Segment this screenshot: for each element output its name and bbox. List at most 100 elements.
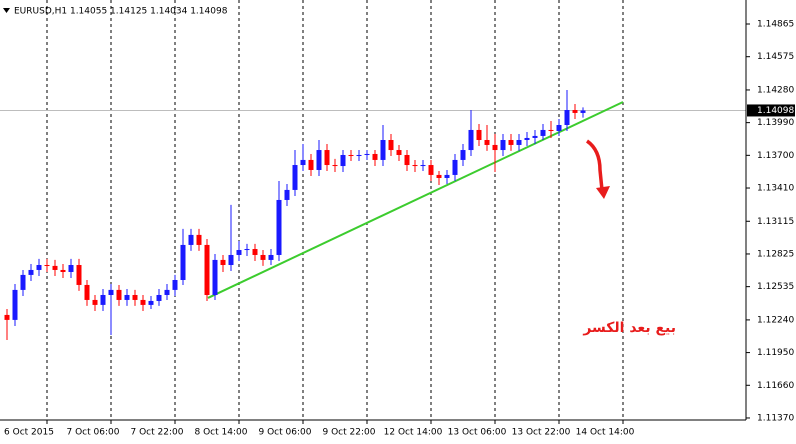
- candle-body: [92, 299, 98, 305]
- candle-body: [100, 294, 106, 305]
- candle-body: [356, 154, 362, 157]
- candle-body: [28, 269, 34, 275]
- y-tick-label: 1.11950: [757, 348, 794, 358]
- candle-body: [348, 154, 354, 157]
- candle-body: [36, 265, 42, 270]
- candle-body: [68, 265, 74, 272]
- candle-body: [196, 234, 202, 245]
- y-tick-label: 1.12240: [757, 315, 794, 325]
- candle-body: [260, 254, 266, 260]
- candle-body: [340, 154, 346, 167]
- candle-body: [204, 244, 210, 295]
- candle-body: [564, 110, 570, 126]
- candle-body: [220, 259, 226, 266]
- candle-body: [444, 174, 450, 178]
- candle-body: [324, 150, 330, 166]
- y-tick-label: 1.13990: [757, 118, 794, 128]
- candle-body: [76, 265, 82, 285]
- candle-body: [500, 140, 506, 151]
- candle-body: [44, 265, 50, 267]
- candle-body: [396, 150, 402, 155]
- candle-body: [116, 289, 122, 300]
- candle-body: [108, 289, 114, 295]
- y-tick-label: 1.13410: [757, 184, 794, 194]
- price-label: 1.14098: [757, 106, 794, 116]
- candle-body: [380, 140, 386, 160]
- candle-body: [508, 140, 514, 145]
- candle-body: [548, 129, 554, 131]
- candle-body: [300, 159, 306, 166]
- y-tick-label: 1.11370: [757, 413, 794, 423]
- candle-body: [412, 165, 418, 167]
- chart-title: EURUSD,H1 1.14055 1.14125 1.14034 1.1409…: [14, 7, 228, 17]
- candle-body: [388, 140, 394, 151]
- candle-body: [292, 165, 298, 190]
- candle-body: [484, 140, 490, 145]
- y-tick-label: 1.11660: [757, 381, 794, 391]
- candle-body: [524, 137, 530, 140]
- candle-body: [372, 153, 378, 160]
- candle-body: [212, 259, 218, 295]
- candle-body: [164, 289, 170, 295]
- candle-body: [316, 150, 322, 170]
- candle-body: [436, 174, 442, 178]
- candle-body: [156, 294, 162, 301]
- y-tick-label: 1.13115: [757, 217, 794, 227]
- x-tick-label: 7 Oct 06:00: [67, 428, 120, 438]
- candle-body: [244, 249, 250, 251]
- candle-body: [580, 110, 586, 113]
- candle-body: [540, 129, 546, 136]
- candle-body: [180, 244, 186, 280]
- candle-body: [404, 154, 410, 166]
- candle-body: [140, 299, 146, 305]
- candle-body: [572, 110, 578, 113]
- candle-body: [556, 125, 562, 131]
- candle-body: [148, 300, 154, 305]
- candle-body: [364, 153, 370, 155]
- y-tick-label: 1.12825: [757, 249, 794, 259]
- candle-body: [228, 254, 234, 266]
- y-tick-label: 1.14575: [757, 52, 794, 62]
- candle-body: [516, 140, 522, 145]
- candle-body: [236, 250, 242, 255]
- candle-body: [276, 199, 282, 255]
- x-tick-label: 8 Oct 14:00: [195, 428, 248, 438]
- x-tick-label: 9 Oct 06:00: [259, 428, 312, 438]
- y-tick-label: 1.12535: [757, 282, 794, 292]
- candle-body: [12, 289, 18, 320]
- candle-body: [284, 189, 290, 200]
- candle-body: [492, 144, 498, 151]
- candle-body: [332, 165, 338, 167]
- y-tick-label: 1.14865: [757, 20, 794, 30]
- candle-body: [308, 159, 314, 170]
- x-tick-label: 13 Oct 22:00: [512, 428, 571, 438]
- candle-body: [172, 280, 178, 290]
- candle-body: [460, 150, 466, 160]
- menu-triangle: [3, 8, 10, 13]
- x-tick-label: 6 Oct 2015: [4, 428, 54, 438]
- candle-body: [84, 284, 90, 300]
- candle-body: [124, 294, 130, 300]
- annotation: بيع بعد الكسر: [582, 320, 676, 336]
- candle-body: [60, 269, 66, 272]
- candle-body: [188, 234, 194, 245]
- trendline: [207, 101, 624, 299]
- x-tick-label: 14 Oct 14:00: [576, 428, 635, 438]
- candle-body: [420, 165, 426, 167]
- candle-body: [268, 254, 274, 260]
- candle-body: [252, 249, 258, 255]
- candle-body: [20, 274, 26, 290]
- annotation-arrow: [585, 139, 604, 191]
- y-tick-label: 1.14280: [757, 85, 794, 95]
- annotation-arrowhead: [596, 186, 610, 199]
- candle-body: [132, 294, 138, 300]
- candle-body: [476, 129, 482, 140]
- candle-body: [4, 314, 10, 320]
- candle-body: [428, 165, 434, 175]
- price-box: [747, 104, 795, 117]
- y-tick-label: 1.13700: [757, 151, 794, 161]
- candle-body: [452, 159, 458, 175]
- x-tick-label: 12 Oct 14:00: [384, 428, 443, 438]
